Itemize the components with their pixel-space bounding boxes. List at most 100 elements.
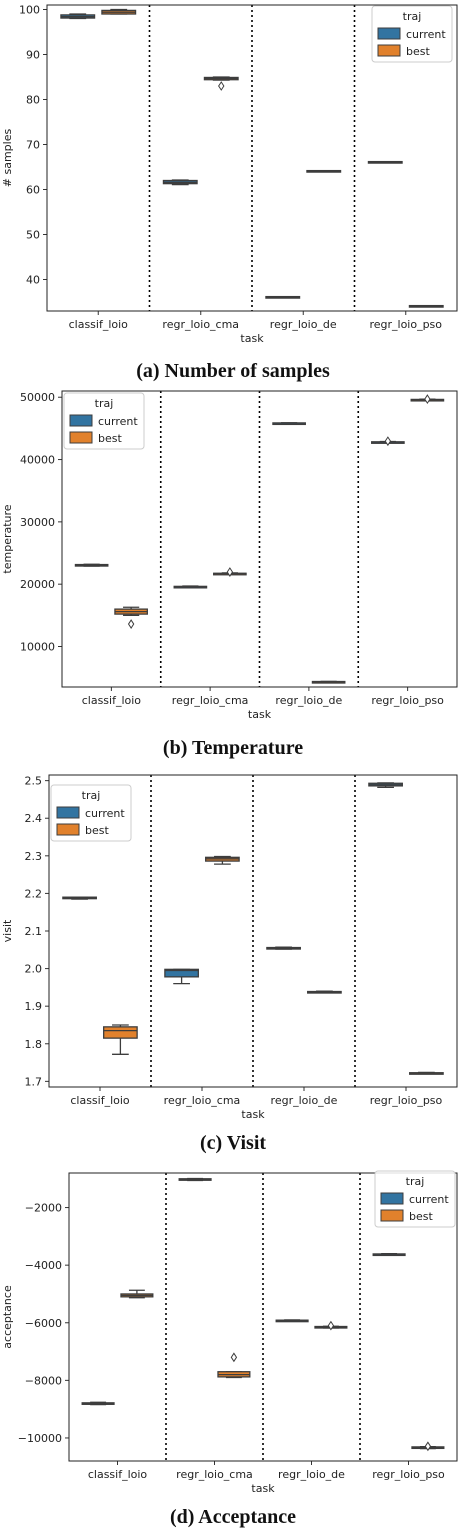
legend-label-current: current — [406, 28, 446, 41]
box-current — [164, 968, 199, 985]
box-best — [314, 1320, 348, 1331]
box-outlier — [327, 1320, 335, 1331]
legend-swatch-best — [380, 1209, 404, 1222]
y-tick-label: 2.0 — [25, 963, 43, 976]
box-current — [266, 946, 301, 950]
y-tick-label: 2.2 — [25, 887, 43, 900]
x-tick-label: classif_loio — [88, 1468, 148, 1481]
panel-a: 40 50 60 70 80 90 100 # samples classif_loio regr… — [0, 0, 466, 385]
legend-swatch-best — [56, 823, 80, 836]
chart-d: −10000 −8000 −6000 −4000 −2000 acceptance clas… — [1, 1170, 458, 1495]
y-tick-label: 2.5 — [25, 775, 43, 788]
y-tick-label: −8000 — [25, 1374, 62, 1387]
box-best — [306, 169, 342, 173]
legend: traj current best — [63, 392, 145, 450]
y-axis-label: temperature — [1, 504, 14, 573]
chart-b: 10000 20000 30000 40000 50000 temperature clas… — [1, 390, 458, 721]
box-current — [372, 1252, 406, 1257]
box-current — [81, 1401, 115, 1406]
plot-frame — [48, 774, 458, 1088]
x-axis-label: task — [248, 708, 272, 721]
legend-label-best: best — [406, 45, 430, 58]
box-best — [213, 567, 247, 577]
x-tick-label: regr_loio_de — [275, 694, 342, 707]
legend-title: traj — [403, 10, 422, 23]
x-tick-label: regr_loio_cma — [176, 1468, 253, 1481]
x-tick-label: regr_loio_pso — [369, 318, 442, 331]
y-tick-label: 1.8 — [25, 1038, 43, 1051]
x-tick-label: regr_loio_cma — [164, 1094, 241, 1107]
box-current — [265, 295, 301, 299]
box-outlier — [127, 619, 135, 629]
x-tick-label: regr_loio_pso — [371, 694, 444, 707]
box-current — [162, 179, 198, 186]
y-tick-label: 1.7 — [25, 1075, 43, 1088]
y-axis-label: visit — [1, 919, 14, 942]
y-tick-label: −10000 — [18, 1432, 62, 1445]
x-tick-label: regr_loio_cma — [162, 318, 239, 331]
box-best — [103, 1024, 138, 1055]
y-tick-label: −2000 — [25, 1202, 62, 1215]
y-axis-label: # samples — [1, 129, 14, 188]
box-best — [411, 1441, 445, 1452]
box-current — [368, 782, 403, 789]
x-tick-label: regr_loio_de — [270, 318, 337, 331]
legend-label-current: current — [98, 415, 138, 428]
chart-c: 1.7 1.8 1.9 2.0 2.1 2.2 2.3 2.4 2.5 visit classif_… — [1, 774, 458, 1121]
y-tick-label: 1.9 — [25, 1000, 43, 1013]
caption-c: (c) Visit — [199, 1132, 267, 1154]
x-tick-label: classif_loio — [69, 318, 129, 331]
box-best — [408, 304, 444, 308]
x-axis-label: task — [241, 1108, 265, 1121]
box-best — [101, 8, 137, 15]
x-axis-label: task — [240, 332, 264, 345]
box-outlier — [218, 81, 225, 91]
box-body — [164, 968, 199, 978]
y-tick-label: −4000 — [25, 1259, 62, 1272]
y-tick-label: 100 — [19, 4, 40, 17]
y-tick-label: 2.1 — [25, 925, 43, 938]
y-tick-label: 20000 — [20, 578, 55, 591]
y-tick-label: −6000 — [25, 1317, 62, 1330]
box-current — [275, 1319, 309, 1323]
box-current — [272, 422, 306, 426]
y-tick-label: 40000 — [20, 454, 55, 467]
box-current — [173, 585, 208, 589]
legend: traj current best — [371, 5, 453, 63]
box-best — [307, 990, 342, 994]
y-tick-label: 2.4 — [25, 812, 43, 825]
caption-a: (a) Number of samples — [136, 360, 330, 382]
panel-c: 1.7 1.8 1.9 2.0 2.1 2.2 2.3 2.4 2.5 visit classif_… — [0, 770, 466, 1165]
box-current — [62, 896, 97, 900]
legend-swatch-current — [69, 414, 93, 427]
x-tick-label: regr_loio_de — [271, 1094, 338, 1107]
x-tick-label: regr_loio_de — [278, 1468, 345, 1481]
legend-label-best: best — [85, 824, 109, 837]
y-tick-label: 80 — [26, 94, 40, 107]
legend: traj current best — [374, 1170, 456, 1228]
box-current — [367, 160, 403, 164]
y-tick-label: 40 — [26, 274, 40, 287]
legend-title: traj — [406, 1175, 425, 1188]
y-tick-label: 30000 — [20, 516, 55, 529]
y-tick-label: 90 — [26, 49, 40, 62]
box-best — [205, 855, 240, 865]
plot-frame — [46, 4, 458, 312]
legend-label-current: current — [85, 807, 125, 820]
y-tick-label: 50000 — [20, 391, 55, 404]
box-best — [114, 606, 148, 629]
legend-swatch-best — [69, 431, 93, 444]
y-tick-label: 60 — [26, 184, 40, 197]
caption-d: (d) Acceptance — [169, 1506, 297, 1528]
x-tick-label: classif_loio — [70, 1094, 130, 1107]
box-outlier — [424, 1441, 432, 1452]
legend-swatch-current — [56, 806, 80, 819]
y-axis-label: acceptance — [1, 1285, 14, 1349]
x-tick-label: regr_loio_pso — [370, 1094, 443, 1107]
legend: traj current best — [50, 784, 132, 842]
plot-frame — [61, 390, 458, 688]
legend-label-best: best — [98, 432, 122, 445]
box-current — [74, 563, 109, 567]
legend-title: traj — [82, 789, 101, 802]
y-tick-label: 50 — [26, 229, 40, 242]
